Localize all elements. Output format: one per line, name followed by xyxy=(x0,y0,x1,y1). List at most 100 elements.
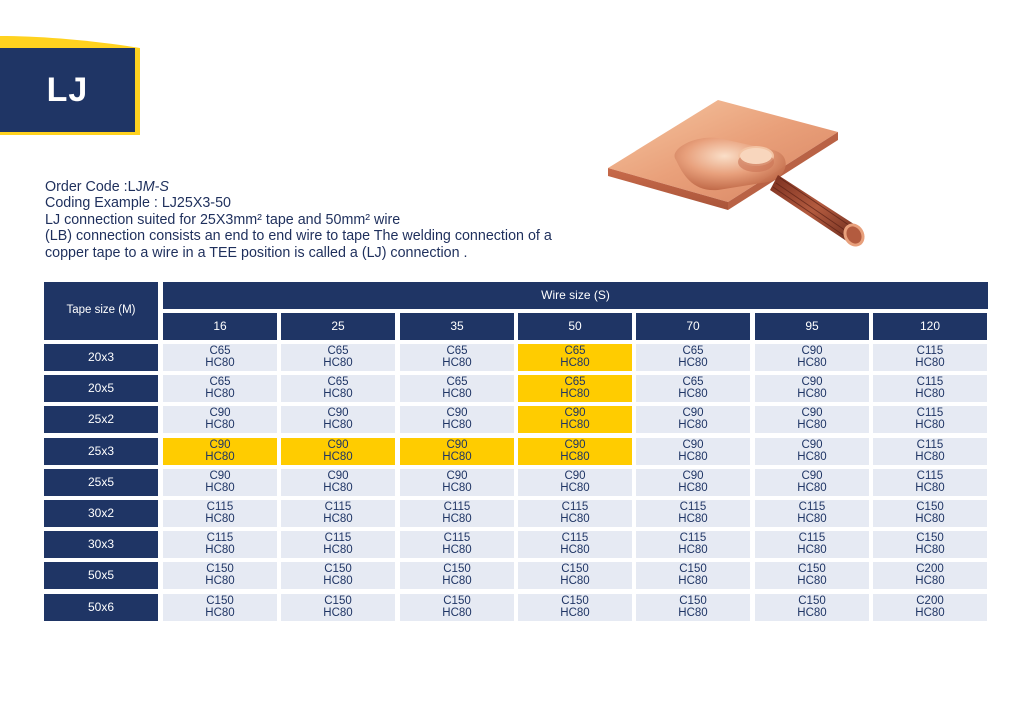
mould-code: HC80 xyxy=(915,418,945,431)
cable-code: C90 xyxy=(564,407,586,419)
table-cell: C115 HC80 xyxy=(873,406,987,433)
cable-code: C65 xyxy=(209,376,231,388)
cable-code: C65 xyxy=(564,345,586,357)
mould-code: HC80 xyxy=(915,543,945,556)
cable-code: C90 xyxy=(327,407,349,419)
table-cell: C65 HC80 xyxy=(281,375,395,402)
cable-code: C90 xyxy=(682,470,704,482)
cable-code: C90 xyxy=(801,407,823,419)
page-badge-title: LJ xyxy=(46,70,89,109)
table-cell: C150 HC80 xyxy=(755,562,869,589)
tape-size-header-label: Tape size (M) xyxy=(66,304,136,317)
cable-code: C115 xyxy=(206,532,234,544)
table-cell: C115 HC80 xyxy=(163,500,277,527)
mould-code: HC80 xyxy=(678,387,708,400)
cable-code: C150 xyxy=(798,563,826,575)
mould-code: HC80 xyxy=(560,450,590,463)
cable-code: C115 xyxy=(679,532,707,544)
table-cell: C115 HC80 xyxy=(636,500,750,527)
mould-code: HC80 xyxy=(442,418,472,431)
table-cell: C115 HC80 xyxy=(518,531,632,558)
cable-code: C65 xyxy=(446,345,468,357)
table-cell: C90 HC80 xyxy=(163,469,277,496)
cable-code: C90 xyxy=(801,470,823,482)
cable-code: C150 xyxy=(916,501,944,513)
table-cell-highlighted: C90 HC80 xyxy=(281,438,395,465)
cable-code: C150 xyxy=(679,563,707,575)
table-cell-highlighted: C90 HC80 xyxy=(518,438,632,465)
mould-code: HC80 xyxy=(442,387,472,400)
mould-code: HC80 xyxy=(323,481,353,494)
table-cell-highlighted: C65 HC80 xyxy=(518,344,632,371)
mould-code: HC80 xyxy=(323,512,353,525)
table-cell: C200 HC80 xyxy=(873,594,987,621)
mould-code: HC80 xyxy=(323,418,353,431)
cable-code: C115 xyxy=(324,532,352,544)
tape-size-row-label: 50x6 xyxy=(44,594,158,621)
mould-code: HC80 xyxy=(323,574,353,587)
cable-code: C90 xyxy=(446,470,468,482)
cable-code: C65 xyxy=(682,345,704,357)
table-cell: C115 HC80 xyxy=(636,531,750,558)
table-cell: C65 HC80 xyxy=(281,344,395,371)
cable-code: C90 xyxy=(446,407,468,419)
table-cell: C90 HC80 xyxy=(163,406,277,433)
mould-code: HC80 xyxy=(678,512,708,525)
cable-code: C150 xyxy=(679,595,707,607)
mould-code: HC80 xyxy=(560,387,590,400)
cable-code: C200 xyxy=(916,563,944,575)
mould-code: HC80 xyxy=(323,387,353,400)
cable-code: C115 xyxy=(916,376,944,388)
cable-code: C90 xyxy=(801,345,823,357)
table-cell: C90 HC80 xyxy=(518,469,632,496)
table-cell: C150 HC80 xyxy=(400,594,514,621)
cable-code: C90 xyxy=(682,439,704,451)
table-cell: C115 HC80 xyxy=(281,531,395,558)
wire-size-col-header: 95 xyxy=(755,313,869,340)
cable-code: C90 xyxy=(327,470,349,482)
mould-code: HC80 xyxy=(205,356,235,369)
mould-code: HC80 xyxy=(323,543,353,556)
mould-code: HC80 xyxy=(797,574,827,587)
mould-code: HC80 xyxy=(205,512,235,525)
table-cell: C150 HC80 xyxy=(400,562,514,589)
mould-code: HC80 xyxy=(915,450,945,463)
mould-code: HC80 xyxy=(797,543,827,556)
table-cell: C65 HC80 xyxy=(636,344,750,371)
table-cell: C90 HC80 xyxy=(755,406,869,433)
tape-size-row-label: 25x2 xyxy=(44,406,158,433)
cable-code: C65 xyxy=(682,376,704,388)
mould-code: HC80 xyxy=(915,574,945,587)
cable-code: C65 xyxy=(327,376,349,388)
table-cell: C65 HC80 xyxy=(400,375,514,402)
mould-code: HC80 xyxy=(678,574,708,587)
table-cell-highlighted: C90 HC80 xyxy=(400,438,514,465)
table-cell: C115 HC80 xyxy=(400,500,514,527)
table-cell: C90 HC80 xyxy=(755,344,869,371)
mould-code: HC80 xyxy=(915,481,945,494)
table-cell: C115 HC80 xyxy=(873,344,987,371)
mould-code: HC80 xyxy=(797,606,827,619)
cable-code: C150 xyxy=(798,595,826,607)
cable-code: C115 xyxy=(561,532,589,544)
mould-code: HC80 xyxy=(678,418,708,431)
product-info: Order Code :LJM-S Coding Example : LJ25X… xyxy=(45,179,585,261)
cable-code: C115 xyxy=(443,501,471,513)
table-cell: C65 HC80 xyxy=(163,375,277,402)
mould-code: HC80 xyxy=(678,543,708,556)
cable-code: C90 xyxy=(209,439,231,451)
mould-code: HC80 xyxy=(797,450,827,463)
cable-code: C115 xyxy=(798,501,826,513)
table-cell: C150 HC80 xyxy=(873,500,987,527)
mould-code: HC80 xyxy=(678,481,708,494)
tape-size-row-label: 30x3 xyxy=(44,531,158,558)
cable-code: C150 xyxy=(561,563,589,575)
table-cell: C90 HC80 xyxy=(636,469,750,496)
table-cell: C90 HC80 xyxy=(636,406,750,433)
cable-code: C200 xyxy=(916,595,944,607)
mould-code: HC80 xyxy=(915,387,945,400)
table-cell-highlighted: C90 HC80 xyxy=(518,406,632,433)
tape-size-row-label: 30x2 xyxy=(44,500,158,527)
mould-code: HC80 xyxy=(442,481,472,494)
wire-size-col-header: 50 xyxy=(518,313,632,340)
